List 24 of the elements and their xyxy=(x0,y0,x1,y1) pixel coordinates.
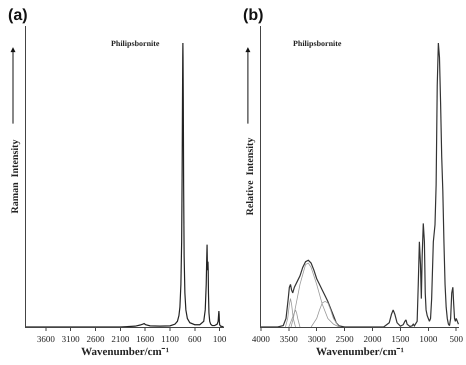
x-tick-label: 500 xyxy=(449,334,464,344)
x-tick-label: 600 xyxy=(188,334,202,344)
x-axis-title: Wavenumber/cm⁻¹ xyxy=(316,346,404,358)
text: (b) xyxy=(243,7,264,24)
x-tick-label: 3600 xyxy=(36,334,56,344)
y-axis-title: Raman Intensity xyxy=(10,140,21,214)
x-tick-label: 3100 xyxy=(62,334,80,344)
x-tick-label: 2500 xyxy=(336,334,354,344)
x-tick-label: 4000 xyxy=(252,334,270,344)
x-tick-label: 2100 xyxy=(111,334,130,344)
x-axis-title: Wavenumber/cm⁻¹ xyxy=(81,346,170,358)
x-tick-label: 1500 xyxy=(391,334,410,344)
y-axis-title: Relative Intensity xyxy=(244,138,256,216)
x-tick-label: 1000 xyxy=(419,334,438,344)
x-tick-label: 2600 xyxy=(86,334,106,344)
x-tick-label: 3000 xyxy=(308,334,326,344)
x-tick-label: 3500 xyxy=(280,334,298,344)
text: (a) xyxy=(8,7,28,24)
x-tick-label: 100 xyxy=(212,334,227,344)
x-tick-label: 1600 xyxy=(136,334,155,344)
x-tick-label: 2000 xyxy=(364,334,382,344)
x-tick-label: 1100 xyxy=(161,334,180,344)
chart-title: Philipsbornite xyxy=(293,39,342,48)
chart-title: Philipsbornite xyxy=(111,39,160,48)
